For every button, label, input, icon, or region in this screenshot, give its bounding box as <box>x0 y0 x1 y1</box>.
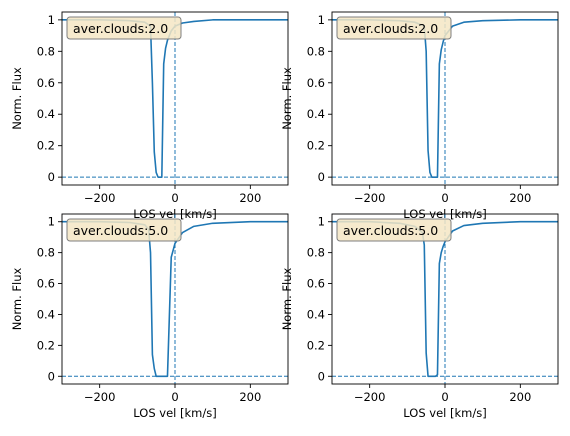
y-tick-label: 0.8 <box>307 44 325 58</box>
y-tick-label: 0.2 <box>307 139 325 153</box>
y-tick-label: 0.4 <box>307 107 325 121</box>
annotation-box: aver.clouds:2.0 <box>337 17 451 39</box>
x-tick-label: 0 <box>441 390 448 404</box>
annotation-text: aver.clouds:5.0 <box>343 223 438 238</box>
y-tick-label: 0 <box>48 170 55 184</box>
x-tick-label: −200 <box>354 191 386 205</box>
x-tick-label: 200 <box>509 191 531 205</box>
y-tick-label: 0.6 <box>37 277 55 291</box>
annotation-box: aver.clouds:5.0 <box>67 219 181 241</box>
y-tick-label: 1 <box>318 13 325 27</box>
x-tick-label: 200 <box>239 191 261 205</box>
x-axis-label: LOS vel [km/s] <box>133 406 216 420</box>
y-tick-label: 0.4 <box>37 307 55 321</box>
y-tick-label: 0 <box>48 369 55 383</box>
x-tick-label: 0 <box>171 390 178 404</box>
subplot-4: −200 0 200 0 0.2 0.4 0.6 0.8 1 LOS vel [km/s] Norm… <box>280 214 558 420</box>
y-tick-label: 1 <box>48 215 55 229</box>
y-axis-label: Norm. Flux <box>280 67 294 130</box>
y-tick-label: 1 <box>48 13 55 27</box>
y-tick-label: 0.6 <box>307 277 325 291</box>
x-tick-label: 200 <box>509 390 531 404</box>
subplot-3: −200 0 200 0 0.2 0.4 0.6 0.8 1 LOS vel [km/s] Norm… <box>10 214 288 420</box>
y-tick-label: 0.4 <box>307 307 325 321</box>
y-tick-label: 0 <box>318 170 325 184</box>
y-tick-label: 0.2 <box>37 139 55 153</box>
x-axis-label: LOS vel [km/s] <box>403 406 486 420</box>
y-tick-label: 1 <box>318 215 325 229</box>
y-tick-label: 0.6 <box>37 76 55 90</box>
y-tick-label: 0 <box>318 369 325 383</box>
y-tick-label: 0.2 <box>37 338 55 352</box>
annotation-text: aver.clouds:2.0 <box>343 21 438 36</box>
y-tick-label: 0.8 <box>37 246 55 260</box>
annotation-box: aver.clouds:2.0 <box>67 17 181 39</box>
x-tick-label: −200 <box>354 390 386 404</box>
annotation-text: aver.clouds:5.0 <box>73 223 168 238</box>
y-tick-label: 0.2 <box>307 338 325 352</box>
x-tick-label: −200 <box>84 390 116 404</box>
y-tick-label: 0.8 <box>37 44 55 58</box>
annotation-box: aver.clouds:5.0 <box>337 219 451 241</box>
y-axis-label: Norm. Flux <box>10 268 24 331</box>
y-tick-label: 0.8 <box>307 246 325 260</box>
annotation-text: aver.clouds:2.0 <box>73 21 168 36</box>
x-tick-label: 0 <box>171 191 178 205</box>
x-tick-label: 200 <box>239 390 261 404</box>
y-tick-label: 0.6 <box>307 76 325 90</box>
x-tick-label: 0 <box>441 191 448 205</box>
y-axis-label: Norm. Flux <box>10 67 24 130</box>
y-tick-label: 0.4 <box>37 107 55 121</box>
y-axis-label: Norm. Flux <box>280 268 294 331</box>
x-tick-label: −200 <box>84 191 116 205</box>
